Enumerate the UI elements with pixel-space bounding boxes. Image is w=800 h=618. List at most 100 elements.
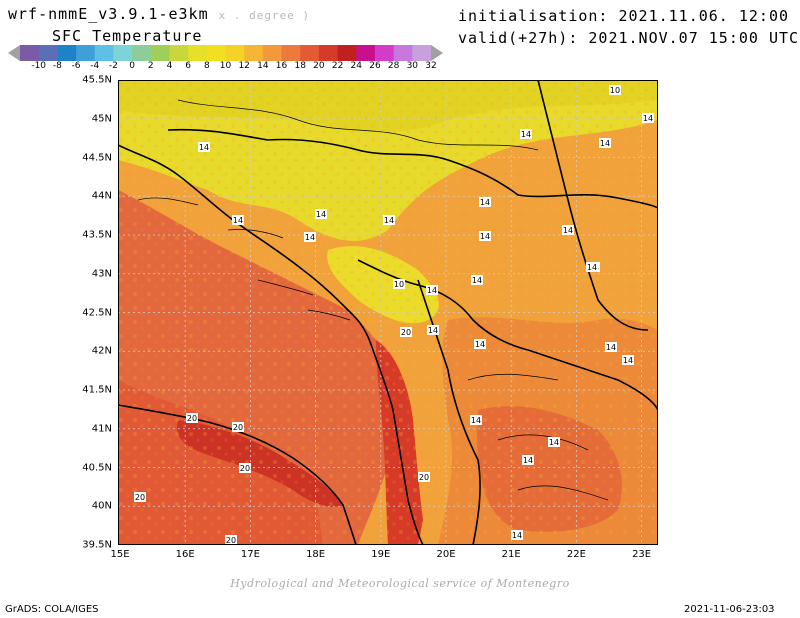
longitude-tick-label: 22E	[566, 549, 586, 560]
contour-label: 14	[512, 531, 522, 540]
colorbar-swatch	[374, 45, 395, 61]
contour-label-bg	[232, 215, 244, 225]
contour-label: 20	[135, 493, 145, 502]
contour-label-bg	[605, 342, 617, 352]
colorbar-tick-label: -10	[31, 61, 47, 71]
contour-label-bg	[427, 325, 439, 335]
latitude-tick-label: 42N	[91, 345, 112, 357]
colorbar-tick-label: 0	[129, 61, 135, 71]
colorbar-tick-label: -8	[52, 61, 62, 71]
longitude-tick-label: 21E	[501, 549, 521, 560]
latitude-tick-label: 45N	[91, 113, 112, 125]
contour-label: 10	[394, 280, 404, 289]
contour-label: 14	[480, 198, 490, 207]
colorbar-tick-label: 8	[203, 61, 210, 71]
contour-label-bg	[239, 463, 251, 473]
colorbar-swatch	[318, 45, 339, 61]
contour-label-bg	[474, 339, 486, 349]
colorbar-tick-label: 24	[350, 61, 362, 71]
latitude-tick-label: 39.5N	[82, 539, 112, 551]
colorbar-swatch	[206, 45, 226, 61]
contour-label-bg	[186, 413, 198, 423]
contour-label: 14	[643, 114, 653, 123]
contour-label-bg	[471, 275, 483, 285]
temperature-map: 10 14 14 14 14 14 14 14 14 14 14 14 14 14 10 14 20 14 14 14…	[118, 80, 658, 545]
contour-label: 14	[428, 326, 438, 335]
colorbar-swatch	[337, 45, 357, 61]
contour-label: 14	[480, 232, 490, 241]
colorbar-arrow-right	[431, 45, 443, 61]
colorbar-swatch	[76, 45, 96, 61]
latitude-tick-label: 41N	[91, 423, 112, 435]
longitude-tick-label: 15E	[110, 549, 130, 560]
colorbar-tick-label: 10	[219, 61, 232, 71]
colorbar-tick-label: 16	[275, 61, 288, 71]
colorbar-tick-label: 12	[238, 61, 250, 71]
colorbar-swatch	[225, 45, 245, 61]
contour-label-bg	[548, 437, 560, 447]
temperature-colorbar	[8, 45, 443, 61]
contour-label: 14	[600, 139, 610, 148]
contour-label: 20	[226, 536, 236, 545]
colorbar-swatch	[113, 45, 133, 61]
colorbar-tick-label: 22	[331, 61, 344, 71]
contour-label: 10	[610, 86, 620, 95]
colorbar-swatch	[412, 45, 432, 61]
contour-label: 20	[187, 414, 197, 423]
latitude-tick-label: 43N	[91, 268, 112, 280]
init-time: initialisation: 2021.11.06. 12:00 UTC	[458, 7, 800, 25]
field-title: SFC Temperature	[52, 27, 203, 45]
colorbar-tick-label: 18	[294, 61, 306, 71]
colorbar-tick-label: -6	[71, 61, 81, 71]
colorbar-swatch	[150, 45, 170, 61]
contour-label-bg	[315, 209, 327, 219]
contour-label: 14	[316, 210, 326, 219]
colorbar-swatch	[262, 45, 283, 61]
contour-label-bg	[232, 422, 244, 432]
longitude-tick-label: 19E	[371, 549, 391, 560]
timestamp: 2021-11-06-23:03	[684, 604, 775, 615]
colorbar-swatch	[132, 45, 152, 61]
colorbar-swatch	[38, 45, 58, 61]
contour-label: 14	[427, 286, 437, 295]
latitude-tick-label: 43.5N	[82, 229, 112, 241]
contour-label-bg	[304, 232, 316, 242]
latitude-tick-label: 42.5N	[82, 307, 112, 318]
colorbar-swatch	[20, 45, 40, 61]
latitude-tick-label: 40.5N	[82, 462, 112, 473]
colorbar-tick-label: 30	[406, 61, 419, 71]
contour-label-bg	[609, 85, 621, 95]
contour-label-bg	[418, 472, 430, 482]
contour-label-bg	[470, 415, 482, 425]
contour-label-bg	[599, 138, 611, 148]
contour-label: 14	[549, 438, 559, 447]
valid-time: valid(+27h): 2021.NOV.07 15:00 UTC	[458, 29, 800, 47]
colorbar-tick-label: 14	[257, 61, 269, 71]
longitude-tick-label: 20E	[436, 549, 456, 560]
latitude-tick-label: 40N	[91, 500, 112, 512]
colorbar-tick-label: -2	[108, 61, 118, 71]
colorbar-swatch	[356, 45, 376, 61]
contour-label: 20	[240, 464, 250, 473]
contour-label-bg	[479, 231, 491, 241]
colorbar-swatch	[281, 45, 301, 61]
contour-label: 14	[606, 343, 616, 352]
contour-label: 14	[523, 456, 533, 465]
colorbar-swatch	[393, 45, 413, 61]
colorbar-tick-label: 20	[313, 61, 325, 71]
contour-label: 14	[199, 143, 209, 152]
contour-label: 14	[587, 263, 597, 272]
contour-label-bg	[225, 535, 237, 545]
contour-label: 14	[475, 340, 485, 349]
contour-label: 20	[419, 473, 429, 482]
colorbar-swatch	[244, 45, 264, 61]
contour-label: 20	[233, 423, 243, 432]
contour-label: 20	[401, 328, 411, 337]
model-subtitle: x . degree )	[218, 9, 311, 22]
contour-label-bg	[426, 285, 438, 295]
contour-label-bg	[520, 129, 532, 139]
contour-label-bg	[393, 279, 405, 289]
contour-label-bg	[400, 327, 412, 337]
colorbar-tick-label: 28	[387, 61, 400, 71]
colorbar-swatch	[57, 45, 77, 61]
